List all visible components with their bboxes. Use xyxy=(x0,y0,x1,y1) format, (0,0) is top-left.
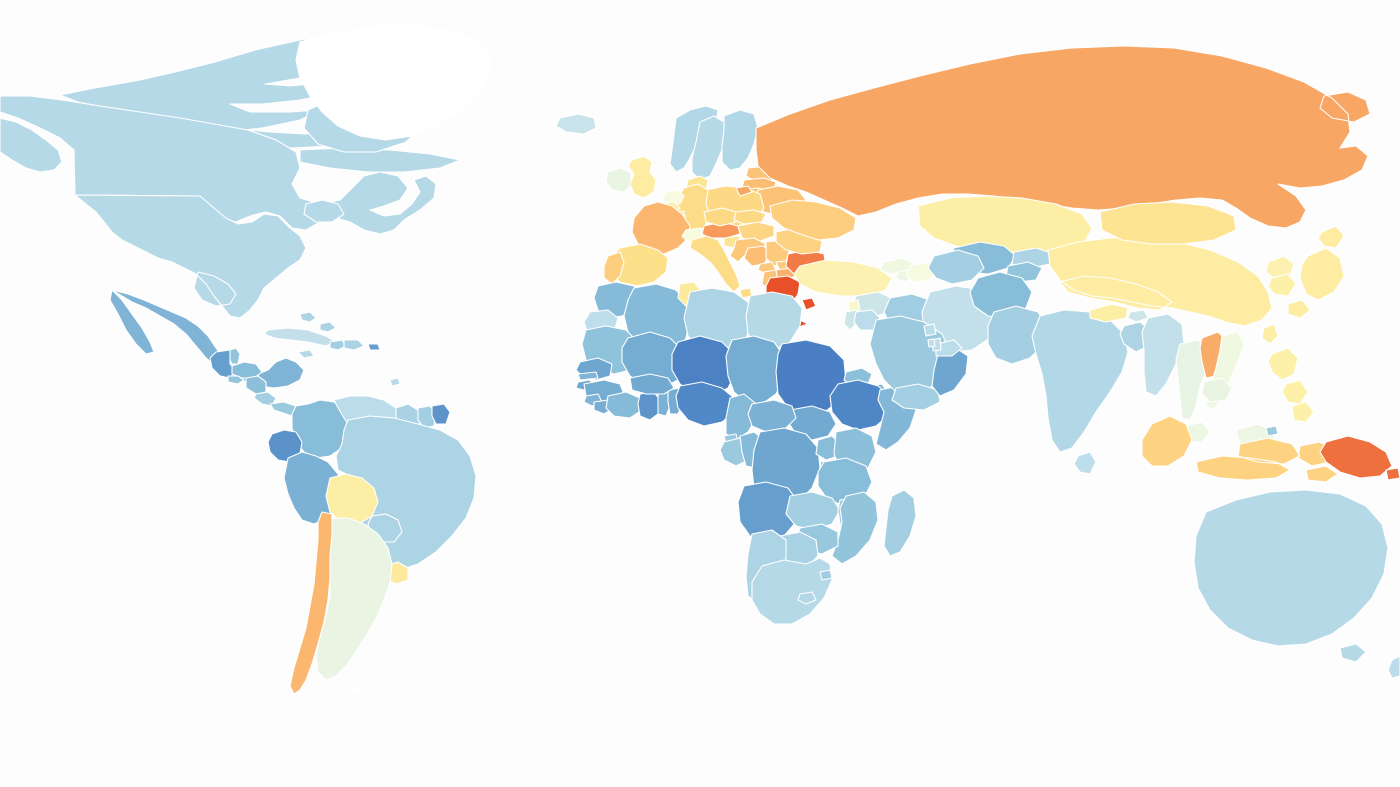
region-africa xyxy=(576,282,916,624)
country-trinidad-and-tobago[interactable] xyxy=(390,378,400,386)
country-nepal[interactable] xyxy=(1090,304,1128,322)
country-mozambique[interactable] xyxy=(832,492,878,564)
country-sri-lanka[interactable] xyxy=(1074,452,1096,474)
country-hungary[interactable] xyxy=(738,222,774,242)
country-cameroon[interactable] xyxy=(726,394,756,440)
country-netherlands[interactable] xyxy=(662,190,684,204)
region-europe xyxy=(556,46,1370,328)
country-papua-new-guinea[interactable] xyxy=(1320,436,1400,480)
country-lesotho[interactable] xyxy=(798,592,816,604)
country-egypt[interactable] xyxy=(746,292,802,350)
country-chile[interactable] xyxy=(290,512,332,694)
region-south-america xyxy=(268,396,476,694)
country-australia[interactable] xyxy=(1194,490,1388,662)
country-sweden[interactable] xyxy=(692,116,726,180)
country-falkland-islands[interactable] xyxy=(352,686,366,694)
country-jamaica[interactable] xyxy=(298,350,314,358)
country-south-africa[interactable] xyxy=(752,558,832,624)
country-gambia[interactable] xyxy=(578,372,598,380)
country-iceland[interactable] xyxy=(556,114,596,134)
country-haiti[interactable] xyxy=(330,340,346,350)
country-united-kingdom[interactable] xyxy=(628,156,656,198)
country-ivory-coast[interactable] xyxy=(606,392,642,418)
country-new-zealand[interactable] xyxy=(1388,656,1400,678)
country-ukraine[interactable] xyxy=(770,200,856,240)
country-yemen[interactable] xyxy=(892,384,940,410)
region-oceania xyxy=(1194,490,1400,678)
country-puerto-rico[interactable] xyxy=(368,344,380,350)
country-mongolia[interactable] xyxy=(1100,202,1236,244)
country-honduras[interactable] xyxy=(232,362,262,378)
country-philippines[interactable] xyxy=(1268,348,1314,422)
country-france[interactable] xyxy=(632,202,690,254)
country-turkmenistan[interactable] xyxy=(928,250,984,284)
country-nigeria[interactable] xyxy=(676,382,734,426)
country-russia[interactable] xyxy=(756,46,1370,228)
country-myanmar[interactable] xyxy=(1142,314,1184,396)
country-argentina[interactable] xyxy=(316,518,392,680)
country-bahamas[interactable] xyxy=(300,312,336,332)
country-greenland[interactable] xyxy=(296,26,492,140)
country-brunei[interactable] xyxy=(1266,426,1278,436)
country-eswatini[interactable] xyxy=(820,570,832,580)
country-kuwait[interactable] xyxy=(924,324,936,336)
country-mexico-baja[interactable] xyxy=(110,290,154,354)
country-slovakia[interactable] xyxy=(734,210,766,224)
country-french-guiana[interactable] xyxy=(432,404,450,424)
country-oman[interactable] xyxy=(932,348,968,396)
country-united-states[interactable] xyxy=(75,195,306,318)
country-taiwan[interactable] xyxy=(1262,324,1278,344)
country-pakistan[interactable] xyxy=(988,306,1048,364)
country-israel[interactable] xyxy=(844,310,858,330)
country-bahrain[interactable] xyxy=(928,339,935,347)
country-south-sudan[interactable] xyxy=(788,406,836,440)
country-chad[interactable] xyxy=(726,336,784,404)
country-lebanon[interactable] xyxy=(848,300,860,312)
country-cambodia[interactable] xyxy=(1202,378,1232,402)
country-mexico[interactable] xyxy=(112,290,304,388)
country-canada-maritimes[interactable] xyxy=(304,200,344,222)
country-kaliningrad[interactable] xyxy=(736,186,752,196)
country-czechia[interactable] xyxy=(704,208,736,226)
country-madagascar[interactable] xyxy=(884,490,916,556)
country-bhutan[interactable] xyxy=(1128,310,1148,322)
country-indonesia[interactable] xyxy=(1142,416,1338,482)
country-finland[interactable] xyxy=(722,110,758,170)
country-south-korea[interactable] xyxy=(1268,274,1296,296)
country-ireland[interactable] xyxy=(606,168,632,192)
region-north-america xyxy=(0,26,492,418)
country-burkina-faso[interactable] xyxy=(630,374,674,394)
region-asia xyxy=(794,196,1400,482)
country-portugal[interactable] xyxy=(604,252,624,284)
country-cuba[interactable] xyxy=(264,328,336,346)
country-zambia[interactable] xyxy=(786,492,840,530)
country-dominican-republic[interactable] xyxy=(344,340,364,350)
country-united-arab-emirates[interactable] xyxy=(936,340,962,356)
country-united-states-alaska[interactable] xyxy=(0,118,62,172)
country-japan[interactable] xyxy=(1288,226,1344,318)
country-el-salvador[interactable] xyxy=(228,376,244,384)
country-ethiopia[interactable] xyxy=(830,380,892,430)
